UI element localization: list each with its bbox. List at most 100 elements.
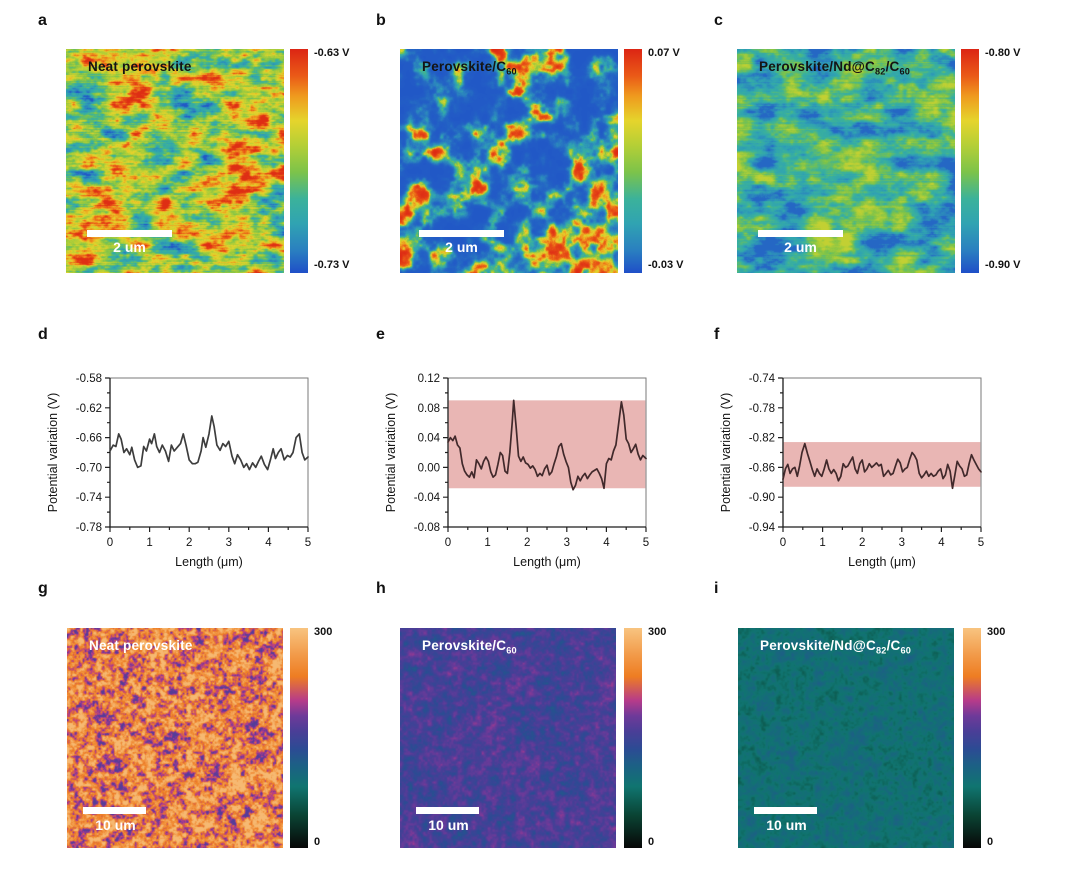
axis-spines: [447, 378, 646, 528]
data-line: [782, 442, 982, 490]
label-segment: Neat perovskite: [89, 638, 193, 653]
map-title-i: Perovskite/Nd@C82/C60: [760, 638, 911, 656]
x-tick-label: 0: [445, 537, 451, 549]
panel-letter-d: d: [38, 326, 48, 343]
scalebar-label-b: 2 um: [445, 239, 478, 255]
chart-potential-profile-e: 0 1 2 3 4 5 0.12 0.08 0.04 0.00 -0.04 -0.08 Length (…: [384, 373, 649, 569]
pl-map-perovskite-c60: Perovskite/C60 10 um: [400, 628, 616, 848]
map-title-b: Perovskite/C60: [422, 59, 517, 77]
panel-letter-a: a: [38, 12, 47, 29]
y-tick-label: -0.70: [76, 462, 102, 474]
data-line: [447, 399, 647, 491]
y-tick-label: -0.74: [749, 373, 776, 385]
kpfm-map-perovskite-ndc82-c60: Perovskite/Nd@C82/C60 2 um: [737, 49, 955, 273]
y-tick-label: 0.00: [418, 462, 440, 474]
x-tick-label: 0: [107, 537, 113, 549]
x-tick-label: 5: [305, 537, 311, 549]
y-tick-label: -0.82: [749, 433, 775, 445]
scalebar-h: [416, 807, 479, 814]
colorbar-b: [624, 49, 642, 273]
label-segment: /C: [886, 638, 901, 653]
pl-map-perovskite-ndc82-c60: Perovskite/Nd@C82/C60 10 um: [738, 628, 954, 848]
scalebar-g: [83, 807, 146, 814]
map-title-a: Neat perovskite: [88, 59, 192, 74]
y-tick-label: -0.74: [76, 492, 103, 504]
y-tick-label: -0.90: [749, 492, 775, 504]
map-title-c: Perovskite/Nd@C82/C60: [759, 59, 910, 77]
x-axis-label: Length (μm): [513, 555, 581, 569]
panel-letter-c: c: [714, 12, 723, 29]
colorbar-max-a: -0.63 V: [314, 47, 350, 59]
colorbar-g: [290, 628, 308, 848]
axis-spines: [109, 378, 308, 528]
scalebar-i: [754, 807, 817, 814]
colorbar-min-i: 0: [987, 836, 994, 848]
x-axis-label: Length (μm): [175, 555, 243, 569]
x-tick-label: 3: [564, 537, 570, 549]
colorbar-max-h: 300: [648, 626, 667, 638]
y-tick-label: -0.66: [76, 433, 102, 445]
x-tick-label: 4: [603, 537, 610, 549]
panel-letter-e: e: [376, 326, 385, 343]
x-tick-label: 0: [780, 537, 786, 549]
x-tick-label: 2: [186, 537, 192, 549]
x-axis-label: Length (μm): [848, 555, 916, 569]
map-canvas-g: [67, 628, 283, 848]
scalebar-label-a: 2 um: [113, 239, 146, 255]
x-tick-label: 5: [643, 537, 649, 549]
subscript: 60: [506, 66, 517, 77]
kpfm-map-perovskite-c60: Perovskite/C60 2 um: [400, 49, 618, 273]
scalebar-label-i: 10 um: [766, 817, 807, 833]
colorbar-max-b: 0.07 V: [648, 47, 680, 59]
panel-letter-i: i: [714, 580, 719, 597]
label-segment: Perovskite/Nd@C: [759, 59, 875, 74]
pl-map-neat-perovskite: Neat perovskite 10 um: [67, 628, 283, 848]
axis-ticks: [443, 377, 647, 532]
sigma-band: [448, 400, 646, 489]
axis-ticks: [105, 377, 309, 532]
colorbar-min-h: 0: [648, 836, 655, 848]
y-tick-label: -0.58: [76, 373, 102, 385]
colorbar-max-i: 300: [987, 626, 1006, 638]
y-axis-label: Potential variation (V): [46, 393, 60, 513]
scalebar-b: [419, 230, 504, 237]
map-title-g: Neat perovskite: [89, 638, 193, 653]
scalebar-label-c: 2 um: [784, 239, 817, 255]
scalebar-c: [758, 230, 843, 237]
label-segment: Perovskite/C: [422, 59, 507, 74]
axis-spines: [782, 378, 981, 528]
colorbar-min-a: -0.73 V: [314, 259, 350, 271]
y-tick-label: 0.12: [418, 373, 440, 385]
subscript: 82: [874, 66, 886, 77]
panel-letter-g: g: [38, 580, 48, 597]
map-canvas-h: [400, 628, 616, 848]
y-tick-label: -0.86: [749, 462, 775, 474]
x-tick-label: 2: [859, 537, 865, 549]
x-tick-label: 4: [265, 537, 272, 549]
subscript: 60: [900, 645, 912, 656]
colorbar-h: [624, 628, 642, 848]
colorbar-a: [290, 49, 308, 273]
axis-ticks: [778, 377, 982, 532]
x-tick-label: 3: [899, 537, 905, 549]
x-tick-label: 5: [978, 537, 984, 549]
chart-potential-profile-f: 0 1 2 3 4 5 -0.74 -0.78 -0.82 -0.86 -0.90 -0.94 Leng…: [719, 373, 984, 569]
x-tick-label: 4: [938, 537, 945, 549]
x-tick-label: 1: [146, 537, 152, 549]
scalebar-label-g: 10 um: [95, 817, 136, 833]
y-tick-label: 0.08: [418, 403, 440, 415]
colorbar-c: [961, 49, 979, 273]
subscript: 60: [899, 66, 911, 77]
y-tick-label: -0.78: [76, 522, 102, 534]
y-tick-label: 0.04: [418, 433, 441, 445]
y-axis-label: Potential variation (V): [719, 393, 733, 513]
x-tick-label: 3: [226, 537, 232, 549]
label-segment: Perovskite/C: [422, 638, 507, 653]
y-tick-label: -0.94: [749, 522, 776, 534]
panel-letter-h: h: [376, 580, 386, 597]
x-tick-label: 2: [524, 537, 530, 549]
label-segment: Perovskite/Nd@C: [760, 638, 876, 653]
subscript: 82: [875, 645, 887, 656]
colorbar-min-c: -0.90 V: [985, 259, 1021, 271]
